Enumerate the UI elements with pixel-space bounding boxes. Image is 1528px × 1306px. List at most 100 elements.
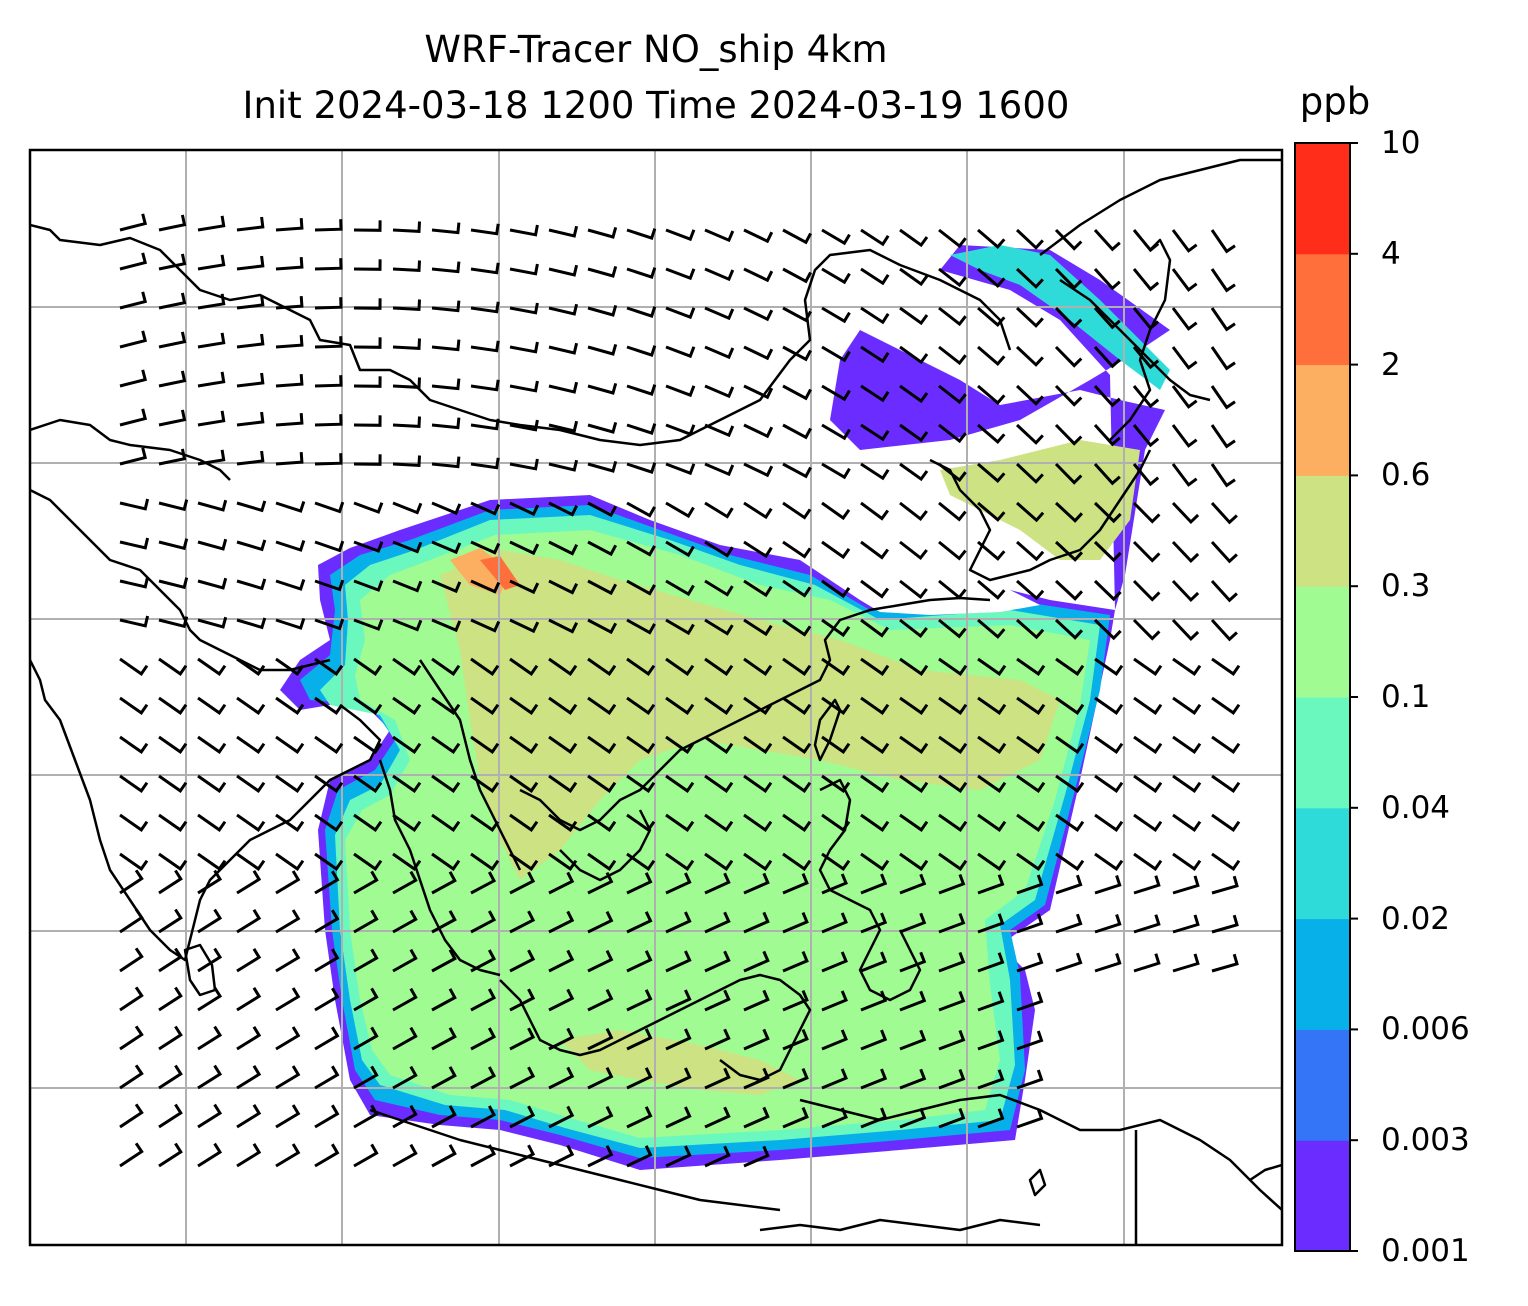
- wind-barb: [470, 1144, 497, 1168]
- wind-barb: [938, 384, 967, 405]
- wind-barb: [782, 423, 812, 440]
- wind-barb: [782, 267, 812, 284]
- wind-barb: [392, 987, 418, 1012]
- wind-barb: [353, 909, 379, 934]
- wind-barb: [275, 948, 301, 973]
- wind-barb: [197, 1025, 223, 1051]
- wind-barb: [431, 261, 461, 274]
- wind-barb: [1016, 813, 1046, 832]
- wind-barb: [197, 657, 227, 676]
- wind-barb: [977, 228, 1006, 250]
- wind-barb: [626, 267, 657, 279]
- wind-barb: [548, 1105, 575, 1129]
- wind-barb: [1172, 875, 1200, 895]
- wind-barb: [236, 450, 265, 466]
- wind-barb: [236, 987, 262, 1012]
- wind-barb: [899, 1068, 927, 1090]
- wind-barb: [314, 657, 344, 676]
- wind-barb: [704, 1067, 731, 1090]
- wind-barb: [236, 500, 267, 513]
- wind-barb: [197, 1103, 223, 1129]
- wind-barb: [1133, 914, 1161, 934]
- wind-barb: [509, 910, 536, 934]
- wind-barb: [860, 951, 888, 973]
- wind-barb: [1172, 852, 1202, 871]
- wind-barb: [236, 870, 262, 895]
- wind-barb: [158, 331, 187, 349]
- wind-barb: [392, 260, 421, 272]
- wind-barb: [743, 735, 773, 754]
- wind-barb: [548, 696, 578, 715]
- wind-barb: [626, 306, 657, 318]
- wind-barb: [275, 1026, 301, 1051]
- wind-barb: [236, 411, 265, 427]
- wind-barb: [899, 852, 929, 871]
- wind-barb: [314, 453, 343, 466]
- wind-barb: [860, 990, 888, 1012]
- chart-title-line2: Init 2024-03-18 1200 Time 2024-03-19 160…: [242, 84, 1070, 127]
- wind-barb: [821, 1107, 848, 1129]
- wind-barb: [119, 735, 149, 754]
- colorbar-tick-label: 0.006: [1381, 1011, 1470, 1048]
- wind-barb: [314, 336, 343, 349]
- wind-barb: [1015, 384, 1044, 406]
- colorbar-segment: [1295, 586, 1350, 698]
- wind-barb: [665, 950, 692, 973]
- wind-barb: [938, 951, 966, 973]
- wind-barb: [587, 871, 614, 895]
- wind-barb: [197, 215, 226, 232]
- wind-barb: [431, 456, 461, 469]
- wind-barb: [158, 214, 187, 232]
- wind-barb: [236, 813, 266, 832]
- wind-barb: [1171, 540, 1200, 564]
- wind-barb: [704, 1145, 731, 1168]
- wind-barb: [470, 579, 501, 594]
- wind-barb: [119, 291, 148, 310]
- wind-barb: [782, 852, 812, 871]
- wind-barb: [197, 293, 226, 310]
- wind-barb: [1054, 540, 1084, 562]
- wind-barb: [314, 540, 345, 553]
- wind-barb: [353, 987, 379, 1012]
- wind-barb: [977, 306, 1006, 328]
- colorbar-tick-label: 10: [1381, 125, 1421, 161]
- wind-barb: [119, 213, 148, 232]
- wind-barb: [899, 345, 929, 365]
- wind-barb: [665, 579, 695, 597]
- wind-barb: [275, 618, 306, 630]
- wind-barb: [899, 873, 927, 895]
- wind-barb: [353, 1143, 379, 1168]
- wind-barb: [977, 735, 1007, 754]
- wind-barb: [392, 657, 422, 676]
- wind-barb: [158, 696, 188, 715]
- wind-barb: [392, 455, 421, 467]
- wind-barb: [548, 1066, 575, 1090]
- wind-barb: [1093, 228, 1121, 252]
- wind-barb: [392, 1026, 418, 1051]
- wind-barb: [1016, 1030, 1044, 1051]
- colorbar-tick-label: 0.02: [1381, 900, 1451, 937]
- wind-barb: [938, 618, 967, 639]
- wind-barb: [275, 579, 306, 591]
- wind-barb: [665, 872, 692, 895]
- wind-barb: [1172, 813, 1202, 832]
- wind-barb: [665, 306, 696, 320]
- wind-barb: [587, 265, 618, 278]
- wind-barb: [860, 735, 890, 754]
- wind-barb: [158, 1064, 183, 1090]
- wind-barb: [899, 618, 928, 638]
- wind-barb: [743, 423, 774, 439]
- wind-barb: [1172, 696, 1202, 715]
- wind-barb: [392, 221, 421, 233]
- wind-barb: [392, 338, 421, 350]
- wind-barb: [431, 910, 457, 934]
- colorbar-segment: [1295, 1140, 1350, 1252]
- wind-barb: [1171, 579, 1200, 603]
- wind-barb: [821, 774, 851, 793]
- wind-barb: [314, 948, 340, 973]
- colorbar-tick-label: 0.001: [1381, 1233, 1470, 1269]
- wind-barb: [197, 869, 223, 895]
- wind-barb: [899, 1107, 927, 1129]
- wind-barb: [1016, 913, 1044, 934]
- wind-barb: [626, 813, 656, 832]
